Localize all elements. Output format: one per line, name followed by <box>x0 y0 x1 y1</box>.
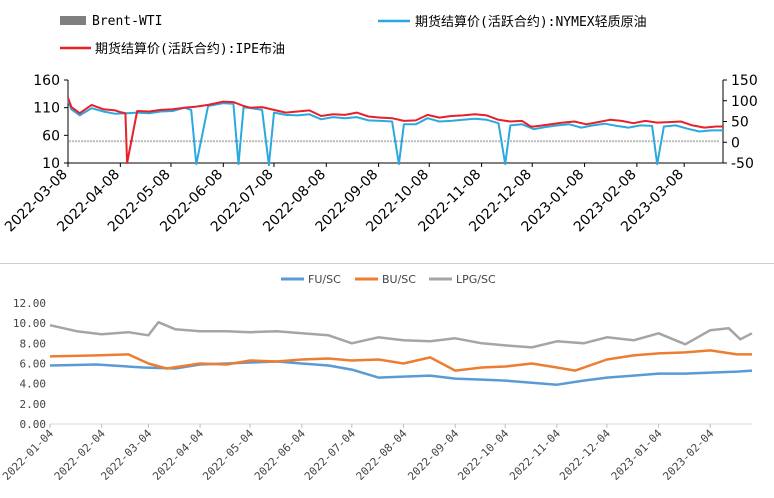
legend-item-nymex: 期货结算价(活跃合约):NYMEX轻质原油 <box>378 14 647 30</box>
chart2-x-tick-label: 2022-05-04 <box>200 427 256 483</box>
chart2-x-tick-label: 2022-08-04 <box>354 427 410 483</box>
chart2-y-tick-label: 6.00 <box>20 358 47 371</box>
chart1-right-tick-label: 0 <box>731 135 740 151</box>
chart2-x-tick-label: 2022-03-04 <box>98 427 154 483</box>
legend-item-bu-sc: BU/SC <box>355 273 416 286</box>
chart2-y-tick-label: 0.00 <box>20 418 47 431</box>
chart1-legend: Brent-WTI 期货结算价(活跃合约):NYMEX轻质原油 期货结算价(活跃… <box>60 14 647 57</box>
legend-label-bu-sc: BU/SC <box>382 273 416 286</box>
legend-item-ipe: 期货结算价(活跃合约):IPE布油 <box>60 41 285 57</box>
chart1-right-tick-label: 50 <box>731 115 749 131</box>
chart1-left-tick-label: 60 <box>42 128 60 144</box>
chart2-y-tick-label: 8.00 <box>20 337 47 350</box>
chart2-series-lpg-sc <box>49 320 753 349</box>
chart2-x-tick-label: 2023-01-04 <box>609 427 665 483</box>
legend-label-brent-wti: Brent-WTI <box>92 14 162 29</box>
chart1-series-ipe <box>67 97 723 164</box>
chart2-x-tick-label: 2022-01-04 <box>0 427 56 483</box>
chart1-left-tick-label: 10 <box>42 156 60 172</box>
chart2-y-tick-label: 10.00 <box>13 317 46 330</box>
chart2-x-tick-label: 2022-10-04 <box>455 427 511 483</box>
chart2-y-tick-label: 12.00 <box>13 297 46 310</box>
chart1-right-tick-label: -50 <box>731 156 754 172</box>
chart2-x-tick-label: 2022-12-04 <box>557 427 613 483</box>
chart2-x-tick-label: 2022-04-04 <box>150 427 206 483</box>
chart2-x-tick-label: 2022-06-04 <box>252 427 308 483</box>
chart2-x-tick-label: 2022-07-04 <box>302 427 358 483</box>
chart1-plot: 1601106010150100500-502022-03-082022-04-… <box>2 73 758 235</box>
chart1-right-tick-label: 100 <box>731 94 758 110</box>
legend-label-nymex: 期货结算价(活跃合约):NYMEX轻质原油 <box>415 14 647 30</box>
chart2-series-bu-sc <box>49 349 752 372</box>
chart1-left-tick-label: 110 <box>33 101 60 117</box>
chart1-series-brent-wti <box>69 140 719 143</box>
chart2-x-tick-label: 2022-09-04 <box>405 427 461 483</box>
chart2-legend: FU/SC BU/SC LPG/SC <box>281 273 496 286</box>
legend-label-fu-sc: FU/SC <box>308 273 341 286</box>
chart2-x-tick-label: 2023-02-04 <box>660 427 716 483</box>
chart2-x-tick-label: 2022-11-04 <box>507 427 563 483</box>
legend-item-brent-wti: Brent-WTI <box>60 14 162 29</box>
legend-swatch-brent-wti <box>60 16 86 25</box>
chart1-left-tick-label: 160 <box>33 73 60 89</box>
chart1-right-tick-label: 150 <box>731 73 758 89</box>
chart2-plot: 0.00 2.00 4.00 6.00 8.00 10.00 12.00 2022-01-04… <box>0 297 753 483</box>
chart2-y-tick-label: 2.00 <box>20 398 47 411</box>
legend-label-ipe: 期货结算价(活跃合约):IPE布油 <box>95 41 285 57</box>
legend-item-fu-sc: FU/SC <box>281 273 341 286</box>
legend-label-lpg-sc: LPG/SC <box>456 273 496 286</box>
legend-item-lpg-sc: LPG/SC <box>429 273 496 286</box>
chart2-y-tick-label: 4.00 <box>20 378 47 391</box>
